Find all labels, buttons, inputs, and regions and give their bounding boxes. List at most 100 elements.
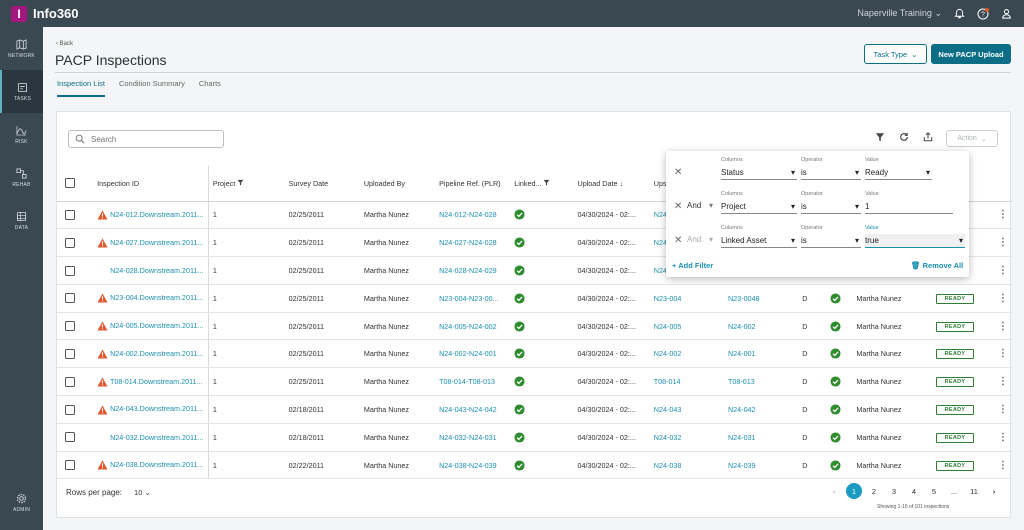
row-checkbox[interactable] bbox=[65, 432, 75, 443]
row-checkbox[interactable] bbox=[65, 321, 75, 332]
page-1[interactable]: 1 bbox=[846, 483, 862, 499]
upstream-link[interactable]: N24-032 bbox=[653, 432, 682, 442]
filter-column-select[interactable]: Status ▾ bbox=[721, 166, 797, 180]
inspection-id-link[interactable]: N24-012.Downstream.2011... bbox=[110, 209, 204, 219]
filter-value-input[interactable]: 1 bbox=[865, 200, 953, 214]
row-checkbox[interactable] bbox=[65, 265, 75, 276]
close-icon[interactable]: ✕ bbox=[674, 201, 683, 212]
inspection-id-link[interactable]: N24-005.Downstream.2011... bbox=[110, 321, 204, 331]
close-icon[interactable]: ✕ bbox=[674, 167, 683, 178]
inspection-id-link[interactable]: N24-027.Downstream.2011... bbox=[110, 237, 204, 247]
pipeline-ref-link[interactable]: N24-043-N24-042 bbox=[439, 404, 497, 414]
prev-page-icon[interactable]: ‹ bbox=[832, 486, 836, 496]
inspection-id-link[interactable]: N24-028.Downstream.2011... bbox=[110, 265, 204, 275]
filter-operator-select[interactable]: is ▾ bbox=[801, 234, 861, 248]
col-pipeline-ref[interactable]: Pipeline Ref. (PLR) bbox=[435, 166, 511, 202]
task-type-button[interactable]: Task Type ⌄ bbox=[864, 44, 927, 64]
row-checkbox[interactable] bbox=[65, 348, 75, 359]
more-options-icon[interactable]: ⋮ bbox=[997, 209, 1008, 221]
upstream-link[interactable]: N23-004 bbox=[653, 293, 682, 303]
pipeline-ref-link[interactable]: N24-027-N24-028 bbox=[439, 238, 497, 248]
table-row[interactable]: N23-004.Downstream.2011... 1 02/25/2011 Mar… bbox=[57, 284, 1012, 313]
page-4[interactable]: 4 bbox=[911, 486, 917, 496]
col-inspection-id[interactable]: Inspection ID bbox=[93, 166, 209, 202]
col-uploaded-by[interactable]: Uploaded By bbox=[359, 166, 436, 202]
inspection-id-link[interactable]: N23-004.Downstream.2011... bbox=[110, 293, 204, 303]
inspection-id-link[interactable]: N24-043.Downstream.2011... bbox=[110, 404, 204, 414]
tab-inspection-list[interactable]: Inspection List bbox=[57, 79, 105, 97]
table-row[interactable]: N24-002.Downstream.2011... 1 02/25/2011 Mar… bbox=[57, 339, 1012, 369]
pipeline-ref-link[interactable]: N24-032-N24-031 bbox=[439, 432, 497, 442]
pipeline-ref-link[interactable]: N24-005-N24-002 bbox=[439, 321, 497, 331]
sidebar-item-data[interactable]: DATA bbox=[0, 199, 43, 242]
page-2[interactable]: 2 bbox=[871, 486, 877, 496]
upstream-link[interactable]: N24-0 bbox=[653, 265, 674, 275]
table-row[interactable]: N24-038.Downstream.2011... 1 02/22/2011 Mar… bbox=[57, 451, 1012, 480]
help-icon[interactable]: ? bbox=[977, 7, 989, 20]
upstream-link[interactable]: N24-043 bbox=[653, 404, 682, 414]
filter-icon[interactable] bbox=[237, 179, 244, 186]
upstream-link[interactable]: N24-038 bbox=[653, 460, 682, 470]
sidebar-item-rehab[interactable]: REHAB bbox=[0, 156, 43, 199]
row-checkbox[interactable] bbox=[65, 460, 75, 471]
app-logo[interactable]: I bbox=[11, 5, 27, 22]
workspace-selector[interactable]: Naperville Training ⌄ bbox=[857, 8, 942, 18]
upstream-link[interactable]: T08-014 bbox=[653, 377, 681, 387]
table-row[interactable]: N24-005.Downstream.2011... 1 02/25/2011 Mar… bbox=[57, 312, 1012, 341]
pipeline-ref-link[interactable]: N24-028-N24-029 bbox=[439, 265, 497, 275]
upstream-link[interactable]: N24-002 bbox=[653, 349, 682, 359]
filter-column-select[interactable]: Project ▾ bbox=[721, 200, 797, 214]
row-checkbox[interactable] bbox=[65, 376, 75, 387]
asset-link[interactable]: N24-031 bbox=[727, 432, 756, 442]
row-checkbox[interactable] bbox=[65, 237, 75, 248]
pipeline-ref-link[interactable]: N23-004-N23-00... bbox=[439, 293, 499, 303]
inspection-id-link[interactable]: N24-038.Downstream.2011... bbox=[110, 460, 204, 470]
more-options-icon[interactable]: ⋮ bbox=[997, 459, 1008, 471]
inspection-id-link[interactable]: N24-002.Downstream.2011... bbox=[110, 348, 204, 358]
asset-link[interactable]: N23-0048 bbox=[727, 293, 760, 303]
page-5[interactable]: 5 bbox=[931, 486, 937, 496]
col-upload-date[interactable]: Upload Date ↓ bbox=[573, 166, 650, 202]
col-project[interactable]: Project bbox=[208, 166, 285, 202]
new-pacp-upload-button[interactable]: New PACP Upload bbox=[931, 44, 1011, 64]
more-options-icon[interactable]: ⋮ bbox=[997, 237, 1008, 249]
filter-icon[interactable] bbox=[543, 179, 550, 186]
table-row[interactable]: T08-014.Downstream.2011... 1 02/25/2011 Mar… bbox=[57, 367, 1012, 397]
inspection-id-link[interactable]: T08-014.Downstream.2011... bbox=[109, 376, 203, 386]
more-options-icon[interactable]: ⋮ bbox=[997, 264, 1008, 276]
col-linked[interactable]: Linked... bbox=[510, 166, 574, 202]
more-options-icon[interactable]: ⋮ bbox=[997, 348, 1008, 360]
asset-link[interactable]: N24-002 bbox=[727, 321, 756, 331]
more-options-icon[interactable]: ⋮ bbox=[997, 403, 1008, 415]
row-checkbox[interactable] bbox=[65, 293, 75, 304]
asset-link[interactable]: T08-013 bbox=[727, 377, 755, 387]
asset-link[interactable]: N24-001 bbox=[727, 349, 756, 359]
more-options-icon[interactable]: ⋮ bbox=[997, 292, 1008, 304]
asset-link[interactable]: N24-039 bbox=[727, 460, 756, 470]
tab-condition-summary[interactable]: Condition Summary bbox=[118, 79, 185, 88]
pipeline-ref-link[interactable]: T08-014-T08-013 bbox=[439, 377, 495, 387]
filter-value-select[interactable]: true ▾ bbox=[865, 234, 965, 248]
upstream-link[interactable]: N24-005 bbox=[653, 321, 682, 331]
sidebar-item-tasks[interactable]: TASKS bbox=[0, 70, 43, 113]
more-options-icon[interactable]: ⋮ bbox=[997, 376, 1008, 388]
back-link[interactable]: ‹ Back bbox=[56, 41, 74, 47]
refresh-icon[interactable] bbox=[899, 132, 909, 142]
search-box[interactable] bbox=[68, 130, 224, 148]
tab-charts[interactable]: Charts bbox=[198, 79, 221, 88]
more-options-icon[interactable]: ⋮ bbox=[997, 320, 1008, 332]
export-icon[interactable] bbox=[923, 132, 933, 142]
remove-all-button[interactable]: 🗑 Remove All bbox=[911, 261, 963, 270]
row-checkbox[interactable] bbox=[65, 209, 75, 220]
conjunction-select[interactable]: And ▾ bbox=[687, 201, 713, 210]
search-input[interactable] bbox=[91, 134, 211, 144]
action-dropdown[interactable]: Action ⌄ bbox=[946, 130, 998, 147]
upstream-link[interactable]: N24-0 bbox=[653, 238, 674, 248]
bell-icon[interactable] bbox=[954, 8, 965, 19]
filter-operator-select[interactable]: is ▾ bbox=[801, 166, 861, 180]
user-icon[interactable] bbox=[1001, 8, 1012, 19]
sidebar-item-network[interactable]: NETWORK bbox=[0, 27, 43, 70]
inspection-id-link[interactable]: N24-032.Downstream.2011... bbox=[110, 432, 204, 442]
page-3[interactable]: 3 bbox=[891, 486, 897, 496]
sidebar-item-risk[interactable]: RISK bbox=[0, 113, 43, 156]
